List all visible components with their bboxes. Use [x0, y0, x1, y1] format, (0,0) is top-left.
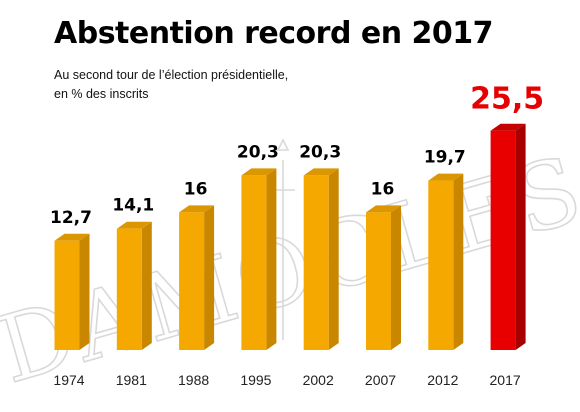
bar-side-2012 [453, 173, 464, 350]
bar-1974 [54, 240, 80, 350]
chart-subtitle-line-1: Au second tour de l’élection présidentie… [54, 68, 289, 82]
chart-subtitle: Au second tour de l’élection présidentie… [54, 66, 354, 104]
x-tick-label-1981: 1981 [116, 372, 147, 388]
value-label-1981: 14,1 [112, 196, 154, 216]
bar-top-2012 [428, 173, 464, 181]
bar-2012 [428, 180, 454, 350]
value-label-1995: 20,3 [237, 142, 279, 162]
value-label-2002: 20,3 [299, 142, 341, 162]
bar-top-2017 [490, 123, 526, 131]
bar-top-2007 [366, 205, 401, 213]
bar-side-1988 [204, 205, 215, 350]
bar-top-1995 [241, 168, 277, 176]
bar-2007 [366, 212, 391, 350]
bar-side-2007 [391, 205, 401, 350]
bar-top-1974 [54, 233, 90, 241]
x-tick-label-1974: 1974 [53, 372, 84, 388]
bar-side-2017 [515, 123, 526, 350]
value-label-1988: 16 [184, 179, 208, 199]
value-label-1974: 12,7 [50, 208, 92, 228]
bar-2017 [490, 130, 516, 350]
chart-subtitle-line-2: en % des inscrits [54, 87, 149, 101]
bar-1988 [179, 212, 205, 350]
value-label-2017: 25,5 [470, 82, 544, 117]
bar-top-1981 [116, 221, 152, 229]
bar-1995 [241, 175, 267, 350]
x-tick-label-2007: 2007 [365, 372, 396, 388]
x-tick-label-2012: 2012 [427, 372, 458, 388]
value-label-2007: 16 [371, 179, 395, 199]
bar-2002 [303, 175, 329, 350]
x-tick-label-1988: 1988 [178, 372, 209, 388]
bar-side-1974 [79, 233, 90, 350]
x-tick-label-2002: 2002 [303, 372, 334, 388]
bar-side-1995 [266, 168, 277, 350]
bar-side-1981 [141, 221, 152, 350]
chart-title: Abstention record en 2017 [54, 16, 494, 51]
bar-side-2002 [328, 168, 339, 350]
bar-1981 [116, 228, 142, 350]
value-label-2012: 19,7 [424, 148, 466, 168]
bar-top-1988 [179, 205, 215, 213]
x-tick-label-1995: 1995 [240, 372, 271, 388]
x-tick-label-2017: 2017 [490, 372, 521, 388]
bar-top-2002 [303, 168, 339, 176]
